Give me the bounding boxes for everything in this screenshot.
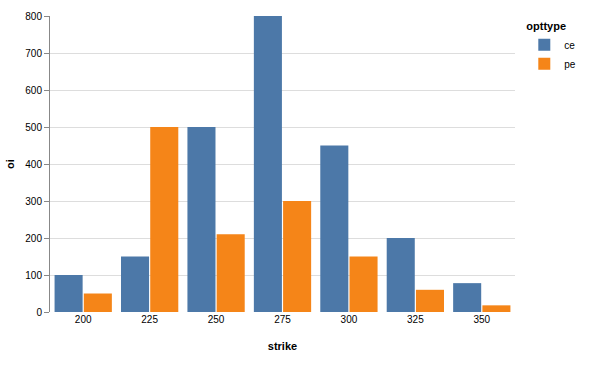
svg-text:325: 325: [407, 314, 424, 325]
svg-text:350: 350: [473, 314, 490, 325]
svg-text:300: 300: [25, 196, 42, 207]
svg-text:oi: oi: [4, 159, 16, 169]
svg-text:strike: strike: [268, 340, 297, 352]
svg-text:200: 200: [75, 314, 92, 325]
svg-text:275: 275: [274, 314, 291, 325]
svg-text:ce: ce: [564, 40, 575, 51]
svg-text:200: 200: [25, 233, 42, 244]
svg-text:100: 100: [25, 270, 42, 281]
svg-text:700: 700: [25, 48, 42, 59]
svg-text:400: 400: [25, 159, 42, 170]
svg-text:500: 500: [25, 122, 42, 133]
svg-text:225: 225: [141, 314, 158, 325]
svg-text:opttype: opttype: [526, 20, 566, 32]
svg-text:600: 600: [25, 85, 42, 96]
svg-text:800: 800: [25, 11, 42, 22]
svg-text:300: 300: [341, 314, 358, 325]
svg-text:pe: pe: [564, 59, 576, 70]
svg-text:0: 0: [36, 307, 42, 318]
svg-text:250: 250: [208, 314, 225, 325]
